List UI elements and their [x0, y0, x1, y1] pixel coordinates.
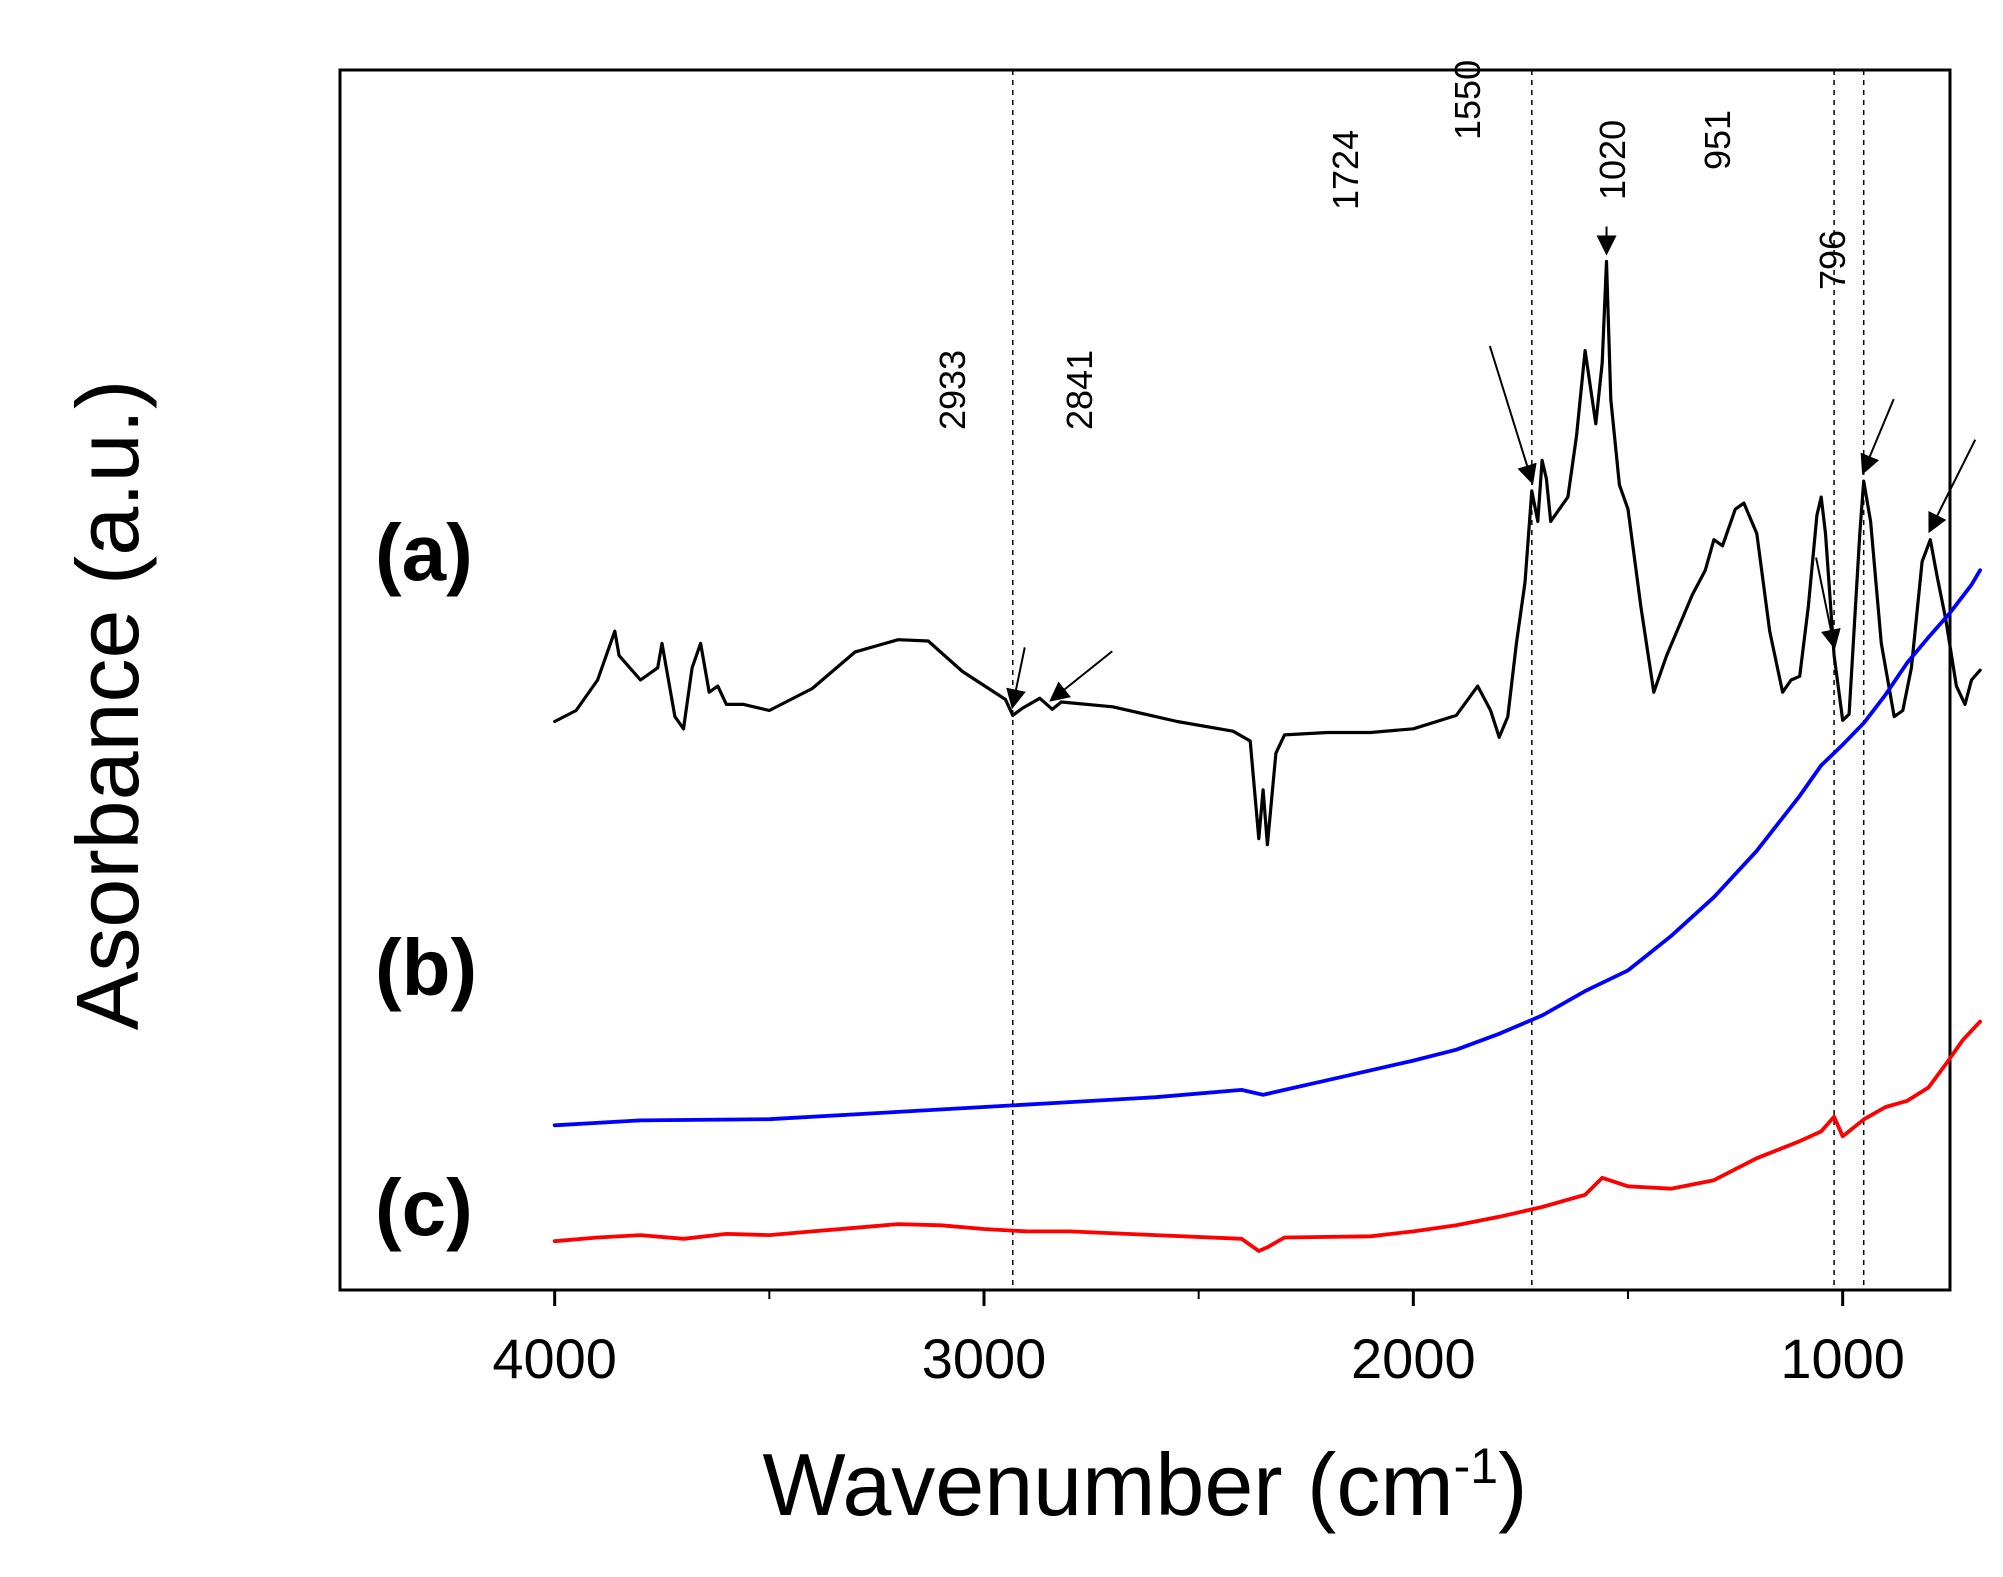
peak-arrow-1020 [1815, 557, 1841, 650]
peak-arrow-796 [1928, 439, 1977, 534]
peak-label-796: 796 [1812, 230, 1853, 290]
peak-label-1020: 1020 [1592, 120, 1633, 200]
plot-frame [338, 68, 1952, 1292]
series-lines [552, 259, 1982, 1253]
peak-arrow-2933 [1006, 647, 1026, 710]
series-label-a: (a) [375, 508, 473, 597]
x-axis-title: Wavenumber (cm-1) [763, 1435, 1528, 1534]
peak-arrow-951 [1860, 398, 1895, 475]
x-axis-title-main: Wavenumber (cm [763, 1435, 1454, 1534]
x-tick-label-1000: 1000 [1780, 1327, 1905, 1390]
series-line-c [552, 1019, 1982, 1253]
x-axis-title-superscript: -1 [1454, 1438, 1498, 1494]
peak-label-951: 951 [1697, 110, 1738, 170]
peak-label-2933: 2933 [932, 350, 973, 430]
series-label-c: (c) [375, 1163, 473, 1252]
series-line-a [553, 259, 1982, 847]
series-line-b [552, 568, 1982, 1128]
series-label-b: (b) [375, 923, 477, 1012]
x-tick-label-2000: 2000 [1351, 1327, 1476, 1390]
x-ticks: 4000 3000 2000 1000 [492, 1290, 1905, 1390]
x-tick-label-4000: 4000 [492, 1327, 617, 1390]
reference-lines [1012, 70, 1865, 1290]
x-tick-label-3000: 3000 [922, 1327, 1047, 1390]
peak-arrows [1006, 226, 1977, 710]
y-axis-title: Asorbance (a.u.) [58, 380, 157, 1031]
peak-label-2841: 2841 [1059, 350, 1100, 430]
peak-labels: 2933 2841 1724 1550 1020 951 796 [932, 60, 1853, 430]
x-axis-title-close: ) [1498, 1435, 1527, 1534]
peak-label-1550: 1550 [1447, 60, 1488, 140]
peak-arrow-1724 [1488, 345, 1537, 485]
peak-arrow-2841 [1049, 650, 1113, 702]
peak-label-1724: 1724 [1325, 130, 1366, 210]
